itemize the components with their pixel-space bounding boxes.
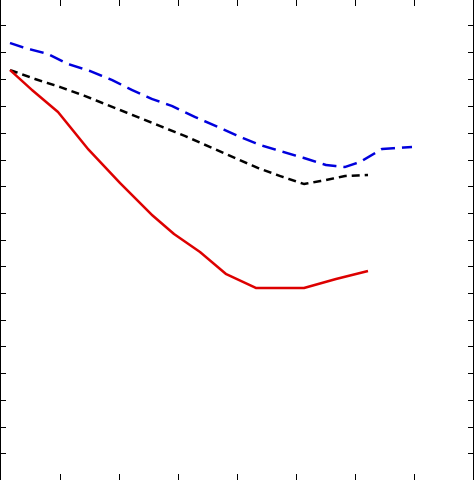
series-group (9, 41, 413, 290)
series-line-0 (9, 41, 413, 169)
series-line-2 (9, 69, 369, 290)
series-line-1 (9, 68, 369, 186)
